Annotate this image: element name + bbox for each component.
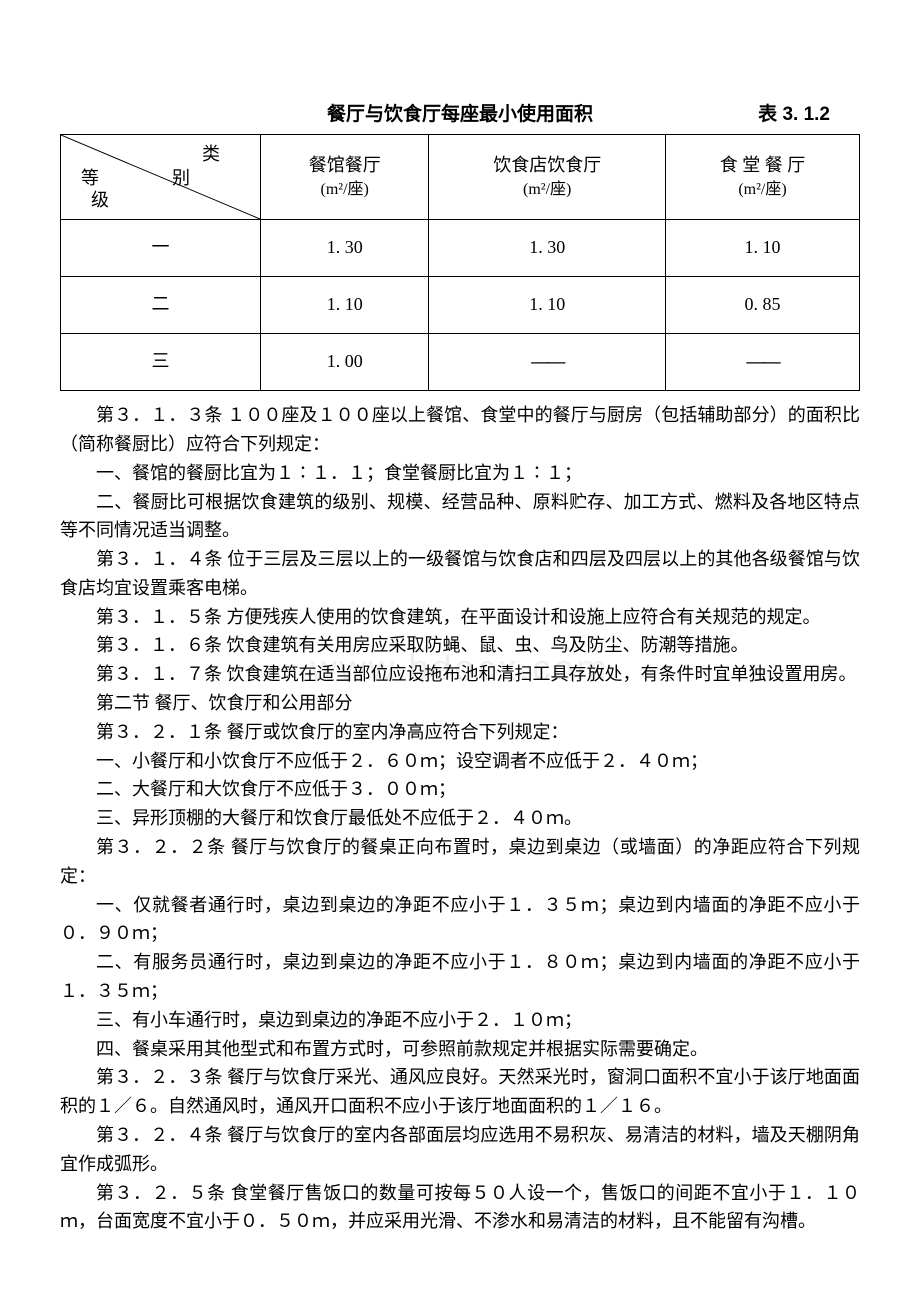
level-2: 三 [61, 334, 261, 391]
para-17: 第３．２．３条 餐厅与饮食厅采光、通风应良好。天然采光时，窗洞口面积不宜小于该厅… [60, 1063, 860, 1121]
diag-middle-label: 别 [172, 165, 190, 193]
table-row-2: 三 1. 00 —— —— [61, 334, 860, 391]
area-table: 类 别 等 级 餐馆餐厅 (m²/座) 饮食店饮食厅 (m²/座) 食 堂 餐 … [60, 134, 860, 391]
column-header-0: 餐馆餐厅 (m²/座) [261, 135, 429, 220]
para-5: 第３．１．６条 饮食建筑有关用房应采取防蝇、鼠、虫、鸟及防尘、防潮等措施。 [60, 631, 860, 660]
diag-bottom-label: 级 [91, 187, 109, 215]
para-3: 第３．１．４条 位于三层及三层以上的一级餐馆与饮食店和四层及四层以上的其他各级餐… [60, 545, 860, 603]
cell-0-2: 1. 10 [666, 220, 860, 277]
cell-0-0: 1. 30 [261, 220, 429, 277]
table-title-row: 餐厅与饮食厅每座最小使用面积 表 3. 1.2 [60, 100, 860, 129]
level-0: 一 [61, 220, 261, 277]
table-header-row: 类 别 等 级 餐馆餐厅 (m²/座) 饮食店饮食厅 (m²/座) 食 堂 餐 … [61, 135, 860, 220]
table-row-0: 一 1. 30 1. 30 1. 10 [61, 220, 860, 277]
col-name-2: 食 堂 餐 厅 [720, 155, 806, 175]
cell-2-1: —— [429, 334, 666, 391]
diag-top-label: 类 [202, 141, 220, 169]
table-label: 表 3. 1.2 [758, 100, 830, 129]
cell-2-0: 1. 00 [261, 334, 429, 391]
cell-2-2: —— [666, 334, 860, 391]
col-unit-0: (m²/座) [321, 181, 369, 198]
col-name-1: 饮食店饮食厅 [493, 155, 601, 175]
cell-0-1: 1. 30 [429, 220, 666, 277]
body-text: 第３．１．３条 １００座及１００座以上餐馆、食堂中的餐厅与厨房（包括辅助部分）的… [60, 401, 860, 1236]
para-13: 一、仅就餐者通行时，桌边到桌边的净距不应小于１．３５ｍ；桌边到内墙面的净距不应小… [60, 891, 860, 949]
table-row-1: 二 1. 10 1. 10 0. 85 [61, 277, 860, 334]
para-15: 三、有小车通行时，桌边到桌边的净距不应小于２．１０ｍ； [60, 1006, 860, 1035]
col-unit-2: (m²/座) [738, 181, 786, 198]
para-16: 四、餐桌采用其他型式和布置方式时，可参照前款规定并根据实际需要确定。 [60, 1035, 860, 1064]
cell-1-2: 0. 85 [666, 277, 860, 334]
column-header-2: 食 堂 餐 厅 (m²/座) [666, 135, 860, 220]
para-6: 第３．１．７条 饮食建筑在适当部位应设拖布池和清扫工具存放处，有条件时宜单独设置… [60, 660, 860, 689]
column-header-1: 饮食店饮食厅 (m²/座) [429, 135, 666, 220]
diagonal-header: 类 别 等 级 [61, 135, 261, 220]
para-19: 第３．２．５条 食堂餐厅售饭口的数量可按每５０人设一个，售饭口的间距不宜小于１．… [60, 1179, 860, 1237]
para-4: 第３．１．５条 方便残疾人使用的饮食建筑，在平面设计和设施上应符合有关规范的规定… [60, 603, 860, 632]
para-11: 三、异形顶棚的大餐厅和饮食厅最低处不应低于２．４０ｍ。 [60, 804, 860, 833]
para-7: 第二节 餐厅、饮食厅和公用部分 [60, 689, 860, 718]
para-1: 一、餐馆的餐厨比宜为１∶１．１；食堂餐厨比宜为１∶１； [60, 459, 860, 488]
para-18: 第３．２．４条 餐厅与饮食厅的室内各部面层均应选用不易积灰、易清洁的材料，墙及天… [60, 1121, 860, 1179]
para-0: 第３．１．３条 １００座及１００座以上餐馆、食堂中的餐厅与厨房（包括辅助部分）的… [60, 401, 860, 459]
para-2: 二、餐厨比可根据饮食建筑的级别、规模、经营品种、原料贮存、加工方式、燃料及各地区… [60, 488, 860, 546]
cell-1-1: 1. 10 [429, 277, 666, 334]
col-name-0: 餐馆餐厅 [309, 155, 381, 175]
level-1: 二 [61, 277, 261, 334]
col-unit-1: (m²/座) [523, 181, 571, 198]
para-8: 第３．２．１条 餐厅或饮食厅的室内净高应符合下列规定： [60, 718, 860, 747]
para-14: 二、有服务员通行时，桌边到桌边的净距不应小于１．８０ｍ；桌边到内墙面的净距不应小… [60, 948, 860, 1006]
para-9: 一、小餐厅和小饮食厅不应低于２．６０ｍ；设空调者不应低于２．４０ｍ； [60, 747, 860, 776]
cell-1-0: 1. 10 [261, 277, 429, 334]
para-10: 二、大餐厅和大饮食厅不应低于３．００ｍ； [60, 775, 860, 804]
para-12: 第３．２．２条 餐厅与饮食厅的餐桌正向布置时，桌边到桌边（或墙面）的净距应符合下… [60, 833, 860, 891]
table-title: 餐厅与饮食厅每座最小使用面积 [327, 100, 593, 129]
